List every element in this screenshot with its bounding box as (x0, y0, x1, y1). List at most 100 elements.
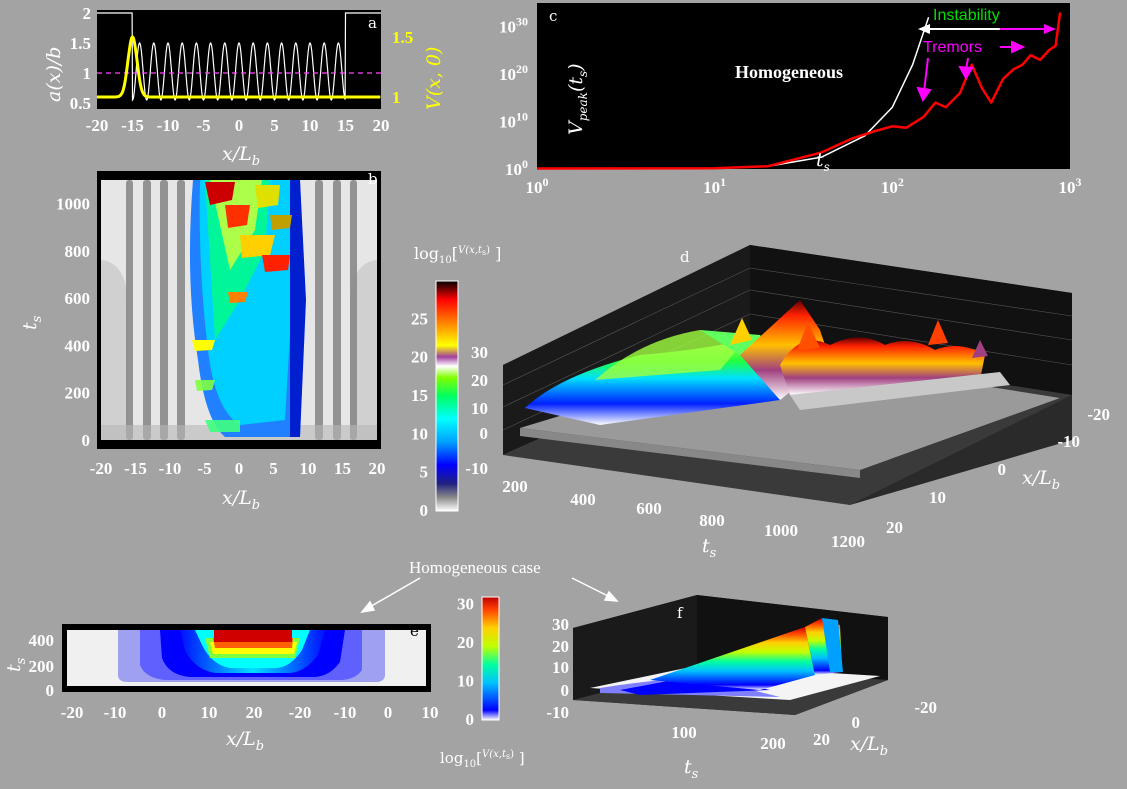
a-x-tick: 5 (270, 116, 279, 135)
tremors-arrows (916, 40, 1026, 103)
panel-b-letter: b (368, 170, 378, 188)
c-x-tick: 103 (1059, 175, 1082, 197)
e-x-tick: -20 (289, 703, 312, 722)
a-x-tick: -15 (121, 116, 144, 135)
instability-annotation: Instability (933, 7, 1000, 24)
b-x-tick: -5 (197, 459, 211, 478)
f-t-tick: 100 (671, 723, 697, 742)
f-z-tick: 0 (561, 681, 570, 700)
e-x-tick: -10 (334, 703, 357, 722)
colorbar-f-tick: 20 (457, 633, 474, 652)
panel-d-tlabel: ts (702, 535, 717, 561)
panel-a-letter: a (368, 14, 377, 32)
panel-a-x-ticks: -20 -15 -10 -5 0 5 10 15 20 (86, 116, 390, 135)
panel-c-xlabel: ts (816, 149, 830, 174)
d-z-tick: -10 (465, 459, 488, 478)
panel-c-y-ticks: 100 1010 1020 1030 (499, 15, 528, 179)
initial-velocity-line (97, 34, 381, 99)
d-x-tick: 10 (929, 488, 946, 507)
panel-a-series (97, 12, 381, 102)
panel-f-x-ticks: -20 0 20 (813, 698, 937, 749)
colorbar-d: 0 5 10 15 20 25 log10[V(x,ts) ] (411, 244, 501, 520)
c-x-tick: 101 (703, 175, 726, 197)
a-x-tick: 10 (302, 116, 319, 135)
d-x-tick: 20 (886, 518, 903, 537)
b-y-tick: 0 (82, 431, 91, 450)
panel-c-x-ticks: 100 101 102 103 (526, 175, 1082, 197)
a-x-tick: -10 (157, 116, 180, 135)
a-x-tick: 0 (235, 116, 244, 135)
b-x-tick: 5 (269, 459, 278, 478)
panel-f-t-ticks: 100 200 (671, 723, 786, 753)
d-t-tick: 1200 (831, 532, 865, 551)
colorbar-f-tick: 10 (457, 672, 474, 691)
heterogeneous-line (536, 12, 1062, 170)
b-x-tick: -15 (124, 459, 147, 478)
panel-d-xlabel: x/Lb (1022, 467, 1060, 493)
b-y-tick: 1000 (56, 195, 90, 214)
d-t-tick: 200 (502, 477, 528, 496)
panel-d-t-ticks: 200 400 600 800 1000 1200 (502, 477, 865, 551)
instability-arrow (918, 24, 1056, 34)
f-z-tick: 20 (552, 637, 569, 656)
f-t-tick: 200 (760, 734, 786, 753)
f-x-tick: 20 (813, 730, 830, 749)
a-y-tick: 1 (83, 64, 92, 83)
panel-d-letter: d (680, 248, 690, 266)
a-yright-tick: 1.5 (392, 28, 413, 47)
a-y-tick: 1.5 (70, 34, 91, 53)
panel-e-x-ticks: -20 -10 0 10 20 -20 -10 0 10 (61, 703, 439, 722)
panel-a-ylabel: a(x)/b (43, 47, 65, 102)
c-y-tick: 1030 (499, 15, 528, 37)
panel-c-plot-area (537, 3, 1070, 169)
panel-f-tlabel: ts (684, 756, 699, 782)
c-y-tick: 100 (505, 157, 528, 179)
colorbar-d-ticks: 0 5 10 15 20 25 (411, 309, 428, 520)
colorbar-f-ticks: 0 10 20 30 (457, 595, 474, 729)
d-z-tick: 0 (480, 424, 489, 443)
panel-d-z-ticks: -10 0 10 20 30 (465, 343, 488, 478)
panel-e-ylabel: ts (3, 657, 29, 672)
b-x-tick: -20 (90, 459, 113, 478)
a-x-tick: 15 (337, 116, 354, 135)
panel-f-letter: f (677, 604, 684, 622)
d-z-tick: 30 (471, 343, 488, 362)
panel-d-x-ticks: -20 -10 0 10 20 (886, 405, 1110, 537)
d-t-tick: 800 (699, 511, 725, 530)
b-y-tick: 400 (65, 336, 91, 355)
colorbar-f: 0 10 20 30 log10[V(x,ts) ] (440, 595, 525, 770)
d-t-tick: 1000 (764, 521, 798, 540)
d-z-tick: 10 (471, 399, 488, 418)
e-y-tick: 200 (29, 657, 55, 676)
e-x-tick: 10 (422, 703, 439, 722)
tremors-annotation: Tremors (923, 39, 982, 56)
panel-b-ylabel: ts (19, 315, 45, 330)
e-x-tick: 10 (201, 703, 218, 722)
d-t-tick: 400 (570, 490, 596, 509)
f-x-tick: 0 (852, 713, 861, 732)
a-x-tick: -5 (196, 116, 210, 135)
e-x-tick: 0 (384, 703, 393, 722)
c-y-tick: 1010 (499, 110, 528, 132)
e-x-tick: -10 (104, 703, 127, 722)
homogeneous-case-text: Homogeneous case (409, 558, 541, 577)
panel-b-y-ticks: 0 200 400 600 800 1000 (56, 195, 90, 450)
b-x-tick: 0 (235, 459, 244, 478)
colorbar-f-bar (481, 596, 500, 721)
a-profile-line (97, 12, 381, 102)
colorbar-d-tick: 20 (411, 348, 428, 367)
e-x-tick: 20 (246, 703, 263, 722)
panel-a-plot-area (97, 10, 381, 109)
colorbar-f-tick: 30 (457, 595, 474, 614)
panel-a-yright-label: V(x, 0) (423, 47, 445, 110)
a-x-tick: 20 (373, 116, 390, 135)
homogeneous-annotation: Homogeneous (735, 62, 843, 82)
b-y-tick: 800 (65, 242, 91, 261)
panel-b: b -20 -15 -10 -5 0 5 10 15 20 02004006008001000 … (19, 170, 386, 513)
panel-a-y-ticks: 0.5 1 1.5 2 (70, 4, 91, 113)
b-x-tick: -10 (159, 459, 182, 478)
colorbar-d-label: log10[V(x,ts) ] (414, 244, 501, 266)
panel-b-xlabel: x/Lb (222, 487, 260, 513)
